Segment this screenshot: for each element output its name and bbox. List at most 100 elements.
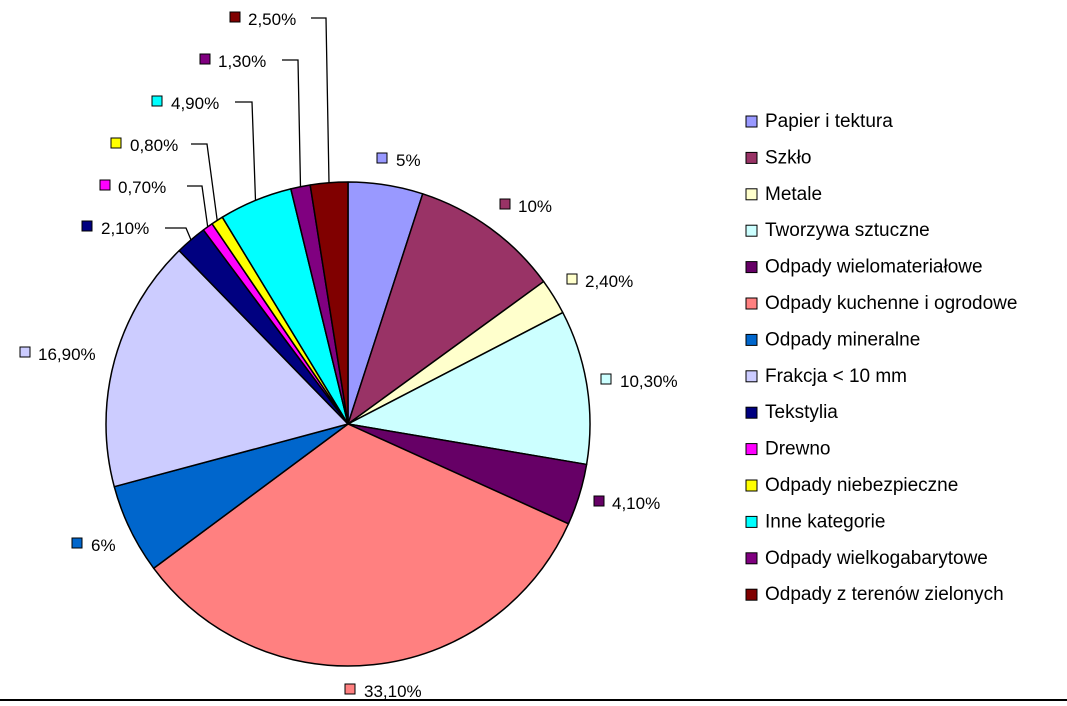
legend-label: Szkło — [765, 147, 811, 168]
leader-line — [282, 59, 302, 187]
data-label-marker — [19, 346, 31, 358]
data-label-odpady-z-terenow-zielonych: 2,50% — [229, 10, 330, 183]
data-label-text: 2,50% — [248, 10, 296, 29]
legend-swatch — [745, 188, 758, 201]
data-label-szklo: 10% — [499, 197, 552, 216]
legend-item-tworzywa-sztuczne: Tworzywa sztuczne — [745, 220, 930, 241]
data-label-tworzywa-sztuczne: 10,30% — [600, 372, 678, 391]
data-label-odpady-wielomaterialowe: 4,10% — [593, 494, 660, 513]
legend-label: Odpady wielomateriałowe — [765, 257, 983, 278]
data-label-text: 5% — [396, 151, 421, 170]
legend-item-szklo: Szkło — [745, 147, 811, 168]
data-label-tekstylia: 2,10% — [81, 219, 192, 241]
legend-swatch — [745, 333, 758, 346]
legend-item-inne-kategorie: Inne kategorie — [745, 511, 885, 532]
legend-swatch — [745, 552, 758, 565]
data-label-odpady-kuchenne-i-ogrodowe: 33,10% — [344, 682, 422, 701]
legend-label: Tekstylia — [765, 402, 838, 423]
pie-slice-szklo — [347, 193, 545, 425]
pie-slices — [105, 181, 591, 667]
leader-line — [165, 227, 192, 241]
legend: Papier i tektura Szkło Metale Tworzywa sztu… — [745, 111, 1017, 605]
legend-swatch — [745, 479, 758, 492]
legend-item-odpady-wielkogabarytowe: Odpady wielkogabarytowe — [745, 548, 988, 569]
data-label-marker — [110, 137, 122, 149]
legend-label: Metale — [765, 184, 822, 205]
legend-label: Odpady mineralne — [765, 329, 920, 350]
legend-swatch — [745, 115, 758, 128]
legend-item-drewno: Drewno — [745, 439, 830, 460]
data-label-text: 1,30% — [218, 52, 266, 71]
legend-item-tekstylia: Tekstylia — [745, 402, 838, 423]
leader-line — [311, 17, 330, 183]
leader-line — [235, 101, 257, 201]
legend-swatch — [745, 151, 758, 164]
data-label-papier-i-tektura: 5% — [376, 151, 421, 170]
legend-item-frakcja-10-mm: Frakcja < 10 mm — [745, 366, 907, 387]
bottom-border-line — [0, 699, 1067, 701]
legend-item-metale: Metale — [745, 184, 822, 205]
data-label-text: 4,10% — [612, 494, 660, 513]
pie-slice-odpady-z-terenow-zielonych — [309, 181, 349, 425]
legend-swatch — [745, 443, 758, 456]
legend-label: Inne kategorie — [765, 511, 885, 532]
legend-swatch — [745, 588, 758, 601]
data-label-marker — [376, 152, 388, 164]
legend-item-odpady-niebezpieczne: Odpady niebezpieczne — [745, 475, 958, 496]
legend-swatch — [745, 515, 758, 528]
data-label-marker — [81, 220, 93, 232]
data-label-marker — [344, 683, 356, 695]
leader-line — [191, 143, 218, 221]
data-label-marker — [499, 198, 511, 210]
legend-label: Drewno — [765, 439, 830, 460]
legend-item-odpady-kuchenne-i-ogrodowe: Odpady kuchenne i ogrodowe — [745, 293, 1017, 314]
legend-label: Odpady kuchenne i ogrodowe — [765, 293, 1017, 314]
leader-line — [187, 185, 209, 227]
data-labels: 5% 10% 2,40% 10,30% 4,10% 33,10% 6% 16,90% 2,10%… — [19, 10, 678, 701]
data-label-text: 2,40% — [585, 272, 633, 291]
data-label-marker — [566, 273, 578, 285]
data-label-odpady-mineralne: 6% — [71, 536, 116, 555]
data-label-odpady-niebezpieczne: 0,80% — [110, 136, 218, 221]
legend-item-papier-i-tektura: Papier i tektura — [745, 111, 893, 132]
data-label-text: 10% — [518, 197, 552, 216]
pie-slice-frakcja-10-mm — [105, 249, 349, 488]
data-label-text: 2,10% — [101, 219, 149, 238]
legend-swatch — [745, 297, 758, 310]
data-label-text: 0,80% — [130, 136, 178, 155]
legend-swatch — [745, 406, 758, 419]
data-label-marker — [71, 537, 83, 549]
legend-label: Odpady niebezpieczne — [765, 475, 958, 496]
legend-label: Odpady z terenów zielonych — [765, 584, 1004, 605]
data-label-inne-kategorie: 4,90% — [151, 94, 257, 201]
data-label-odpady-wielkogabarytowe: 1,30% — [199, 52, 302, 187]
data-label-drewno: 0,70% — [99, 178, 209, 227]
legend-item-odpady-z-terenow-zielonych: Odpady z terenów zielonych — [745, 584, 1004, 605]
pie-slice-tworzywa-sztuczne — [347, 311, 591, 466]
legend-swatch — [745, 370, 758, 383]
legend-label: Tworzywa sztuczne — [765, 220, 930, 241]
legend-swatch — [745, 261, 758, 274]
data-label-marker — [99, 179, 111, 191]
data-label-text: 16,90% — [38, 345, 96, 364]
data-label-text: 10,30% — [620, 372, 678, 391]
data-label-text: 33,10% — [364, 682, 422, 701]
pie-slice-odpady-kuchenne-i-ogrodowe — [152, 423, 570, 667]
legend-item-odpady-wielomaterialowe: Odpady wielomateriałowe — [745, 257, 983, 278]
legend-label: Papier i tektura — [765, 111, 893, 132]
data-label-frakcja-10-mm: 16,90% — [19, 345, 96, 364]
data-label-marker — [600, 373, 612, 385]
data-label-marker — [229, 11, 241, 23]
data-label-marker — [151, 95, 163, 107]
legend-label: Frakcja < 10 mm — [765, 366, 907, 387]
data-label-text: 4,90% — [171, 94, 219, 113]
data-label-text: 0,70% — [118, 178, 166, 197]
legend-label: Odpady wielkogabarytowe — [765, 548, 988, 569]
data-label-metale: 2,40% — [566, 272, 633, 291]
data-label-marker — [199, 53, 211, 65]
data-label-marker — [593, 495, 605, 507]
legend-swatch — [745, 224, 758, 237]
legend-item-odpady-mineralne: Odpady mineralne — [745, 329, 920, 350]
